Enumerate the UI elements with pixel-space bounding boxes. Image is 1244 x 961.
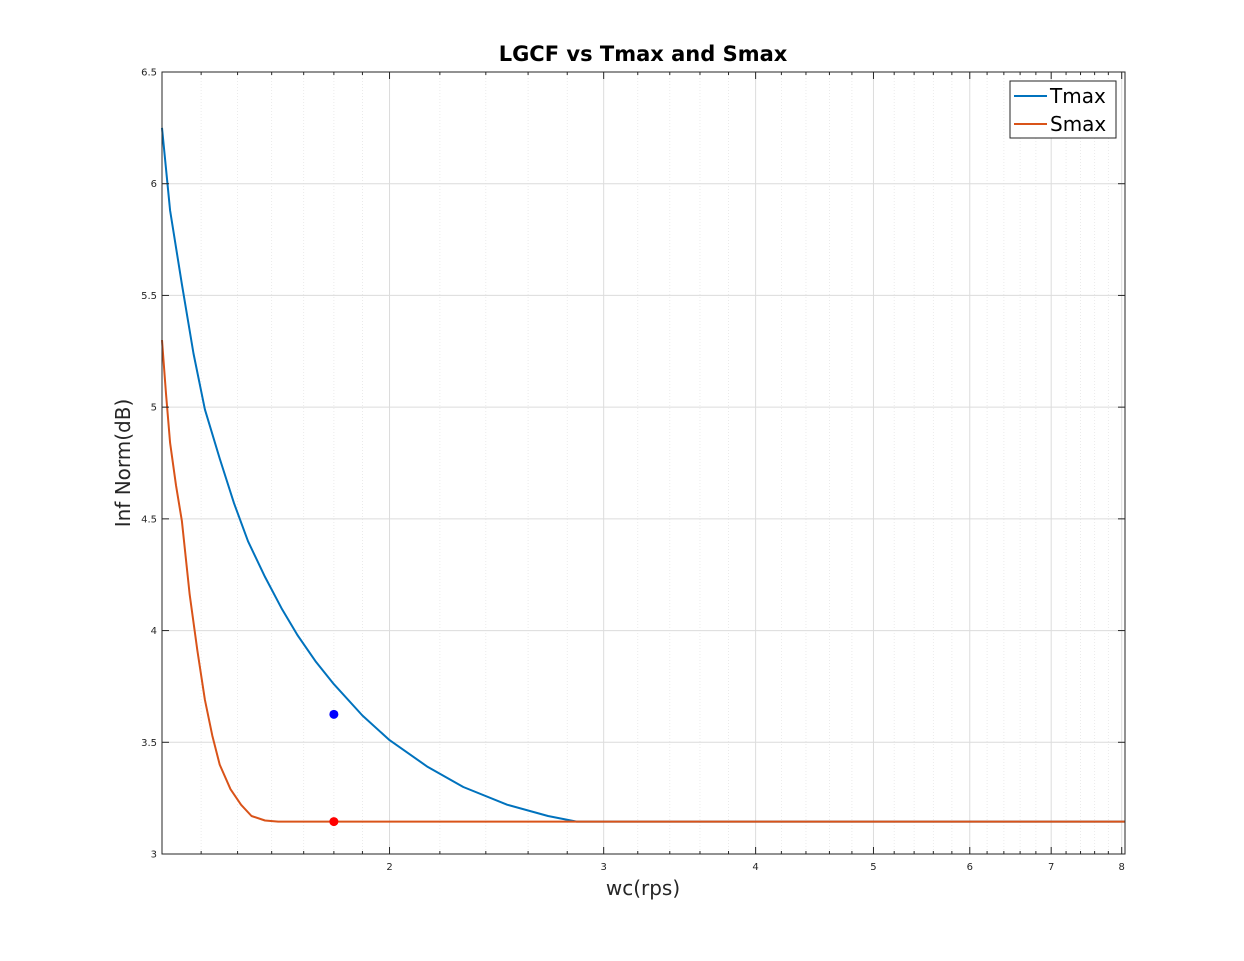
y-tick-label: 5.5	[141, 291, 157, 302]
y-tick-label: 5	[151, 403, 157, 414]
legend: Tmax Smax	[1009, 80, 1117, 139]
chart-title: LGCF vs Tmax and Smax	[499, 42, 788, 66]
marker-point-smax	[329, 817, 339, 827]
y-tick-label: 4	[151, 626, 157, 637]
legend-label-tmax: Tmax	[1049, 84, 1106, 108]
y-tick-label: 3	[151, 850, 157, 861]
series-lines	[161, 127, 1125, 823]
y-tick-label: 4.5	[141, 514, 157, 525]
legend-box	[1009, 80, 1117, 139]
x-tick-label: 6	[967, 862, 973, 873]
markers	[329, 709, 339, 827]
y-tick-label: 6.5	[141, 68, 157, 79]
x-tick-label: 8	[1119, 862, 1125, 873]
plot-frame	[161, 71, 1126, 855]
x-tick-label: 3	[600, 862, 606, 873]
axis-ticks: 2 3 4 5 6 7 8 3 3.5 4 4.5 5 5.5 6 6.5	[141, 68, 1125, 873]
y-axis-label: Inf Norm(dB)	[111, 399, 135, 528]
x-axis-label: wc(rps)	[606, 876, 680, 900]
x-tick-label: 2	[386, 862, 392, 873]
series-line-smax	[161, 340, 1125, 823]
x-tick-label: 5	[870, 862, 876, 873]
y-tick-label: 6	[151, 179, 157, 190]
plot-area	[162, 72, 1125, 854]
legend-label-smax: Smax	[1050, 112, 1106, 136]
y-tick-label: 3.5	[141, 738, 157, 749]
marker-point-tmax	[329, 709, 339, 719]
x-tick-label: 4	[752, 862, 758, 873]
x-tick-label: 7	[1048, 862, 1054, 873]
